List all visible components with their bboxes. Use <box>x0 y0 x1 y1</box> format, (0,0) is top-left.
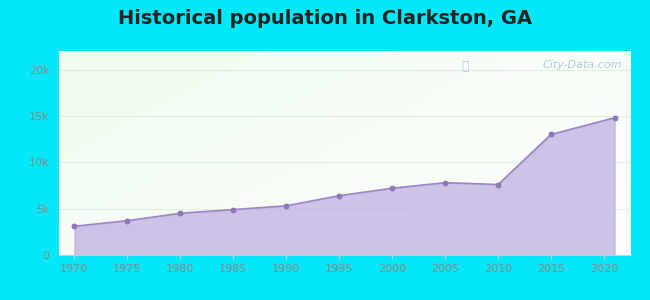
Text: ⓘ: ⓘ <box>462 60 469 73</box>
Point <box>440 180 450 185</box>
Point <box>69 224 79 229</box>
Text: Historical population in Clarkston, GA: Historical population in Clarkston, GA <box>118 9 532 28</box>
Point <box>122 218 133 223</box>
Point <box>228 207 239 212</box>
Point <box>175 211 185 216</box>
Point <box>610 116 620 120</box>
Point <box>387 186 397 190</box>
Point <box>334 193 345 198</box>
Text: City-Data.com: City-Data.com <box>542 60 622 70</box>
Point <box>546 132 556 137</box>
Point <box>281 203 291 208</box>
Point <box>493 182 503 187</box>
